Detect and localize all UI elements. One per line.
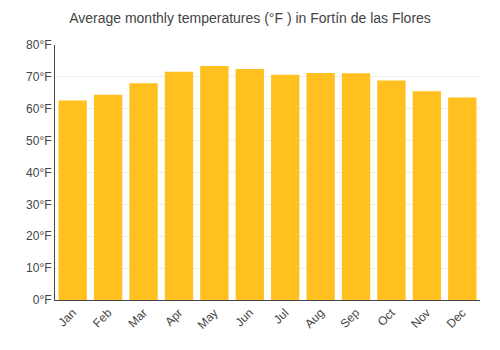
svg-text:Sep: Sep: [337, 306, 362, 331]
svg-text:Jun: Jun: [233, 306, 257, 330]
svg-text:10°F: 10°F: [26, 261, 51, 275]
svg-text:Average monthly temperatures (: Average monthly temperatures (°F ) in Fo…: [69, 10, 431, 26]
svg-text:40°F: 40°F: [26, 166, 51, 180]
svg-text:60°F: 60°F: [26, 102, 51, 116]
svg-text:May: May: [195, 306, 221, 332]
svg-text:80°F: 80°F: [26, 38, 51, 52]
svg-text:30°F: 30°F: [26, 198, 51, 212]
svg-text:Oct: Oct: [375, 305, 399, 329]
svg-text:Feb: Feb: [90, 306, 115, 331]
svg-text:Nov: Nov: [408, 306, 433, 331]
svg-text:70°F: 70°F: [26, 70, 51, 84]
svg-text:Apr: Apr: [162, 306, 185, 329]
svg-text:Aug: Aug: [302, 306, 327, 331]
svg-text:20°F: 20°F: [26, 229, 51, 243]
svg-text:Jan: Jan: [55, 306, 79, 330]
svg-text:0°F: 0°F: [33, 293, 52, 307]
svg-text:Dec: Dec: [444, 306, 469, 331]
svg-text:50°F: 50°F: [26, 134, 51, 148]
svg-text:Jul: Jul: [271, 306, 292, 327]
svg-text:Mar: Mar: [125, 306, 150, 331]
